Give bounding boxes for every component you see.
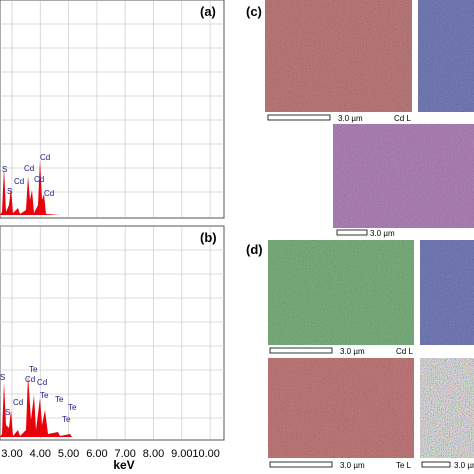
map-blue-d xyxy=(420,240,474,345)
map-blue-c xyxy=(418,0,474,112)
peak-label: S xyxy=(7,187,12,196)
map-te-d xyxy=(268,358,414,458)
map-purple-c xyxy=(333,124,474,228)
peak-label: S xyxy=(2,165,7,174)
peak-label: Cd xyxy=(44,189,54,198)
peak-label: Cd xyxy=(24,164,34,173)
x-tick-label: 10.00 xyxy=(192,448,220,460)
x-tick-label: 7.00 xyxy=(114,448,135,460)
x-tick-label: 8.00 xyxy=(143,448,164,460)
peak-label: S xyxy=(0,373,5,382)
scale-bar xyxy=(269,461,333,468)
peak-label: Cd xyxy=(40,153,50,162)
grid xyxy=(0,1,224,439)
map-overlay-d xyxy=(420,358,474,458)
scale-text: 3.0 µm xyxy=(340,347,365,356)
map-label: Te L xyxy=(396,461,412,470)
scale-bar xyxy=(267,114,331,121)
plot-b-frame xyxy=(0,225,225,441)
scale-text: 3.0 µm xyxy=(370,229,395,238)
peak-label: Te xyxy=(68,403,77,412)
plot-a-frame xyxy=(0,0,225,219)
scale-text: 3.0 µm xyxy=(338,114,363,123)
peak-label: Cd xyxy=(13,398,23,407)
panel-label: (a) xyxy=(200,4,216,19)
peak-label: Cd xyxy=(14,177,24,186)
peak-label: Te xyxy=(40,391,49,400)
peak-label: Te xyxy=(29,365,38,374)
panel-label: (c) xyxy=(246,4,262,19)
scale-bar xyxy=(269,347,333,354)
x-tick-label: 9.00 xyxy=(171,448,192,460)
peak-label: Te xyxy=(55,395,64,404)
x-tick-label: 6.00 xyxy=(86,448,107,460)
map-cd-c xyxy=(265,0,412,112)
scale-text: 3.0 µm xyxy=(454,461,474,470)
map-label: Cd L xyxy=(394,114,411,123)
x-tick-label: 4.00 xyxy=(30,448,51,460)
scale-text: 3.0 µm xyxy=(340,461,365,470)
spectra: (a) (b) Cd S Cd Cd Cd S Cd S Te Cd Cd Cd… xyxy=(0,0,225,472)
x-tick-label: 5.00 xyxy=(58,448,79,460)
scale-bar xyxy=(336,229,368,236)
maps: (c) (d) 3.0 µm Cd L 3.0 µm 3.0 µm Cd L 3… xyxy=(246,0,474,470)
x-axis-label: keV xyxy=(113,458,134,472)
map-label: Cd L xyxy=(396,347,413,356)
peak-label: Cd xyxy=(37,378,47,387)
panel-label: (b) xyxy=(200,230,217,245)
scale-bar xyxy=(421,461,451,468)
panel-label: (d) xyxy=(246,242,263,257)
x-tick-label: 3.00 xyxy=(1,448,22,460)
peak-label: Cd xyxy=(34,175,44,184)
peak-label: Cd xyxy=(25,375,35,384)
peak-label: Te xyxy=(62,415,71,424)
map-green-d xyxy=(268,240,414,345)
peak-label: S xyxy=(5,408,10,417)
